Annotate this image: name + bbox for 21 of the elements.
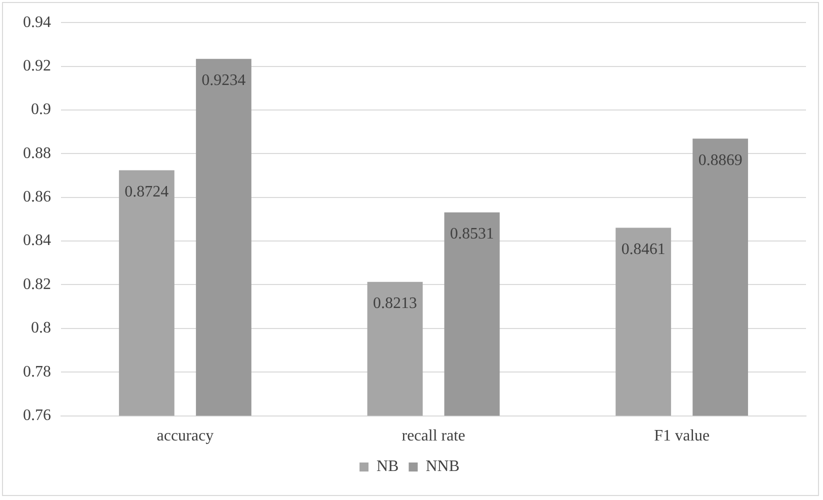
x-tick-label: accuracy: [156, 428, 214, 445]
y-tick-label: 0.9: [31, 101, 51, 118]
legend-label: NB: [376, 458, 399, 476]
y-tick-label: 0.8: [31, 320, 51, 337]
y-tick-label: 0.88: [23, 144, 51, 162]
data-label: 0.8724: [124, 183, 169, 200]
y-tick-label: 0.84: [23, 232, 51, 250]
y-tick-label: 0.78: [23, 363, 51, 380]
y-tick-label: 0.82: [23, 276, 51, 293]
y-tick-label: 0.92: [23, 57, 51, 74]
data-label: 0.9234: [202, 72, 246, 90]
data-label: 0.8531: [450, 226, 494, 243]
y-tick-label: 0.94: [23, 14, 51, 31]
data-label: 0.8869: [698, 152, 742, 169]
y-tick-label: 0.86: [23, 188, 51, 206]
x-tick-label: recall rate: [402, 428, 466, 445]
y-tick-label: 0.76: [23, 407, 51, 424]
data-label: 0.8213: [373, 295, 418, 312]
data-label: 0.8461: [621, 240, 666, 258]
legend-label: NNB: [426, 458, 460, 476]
x-tick-label: F1 value: [654, 428, 710, 445]
